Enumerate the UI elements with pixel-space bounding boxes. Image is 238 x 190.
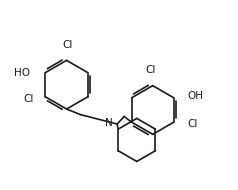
Text: Cl: Cl [146,65,156,75]
Text: OH: OH [188,91,204,101]
Text: Cl: Cl [188,119,198,129]
Text: HO: HO [14,67,30,78]
Text: Cl: Cl [62,40,73,50]
Text: Cl: Cl [23,94,33,104]
Text: N: N [105,118,112,128]
